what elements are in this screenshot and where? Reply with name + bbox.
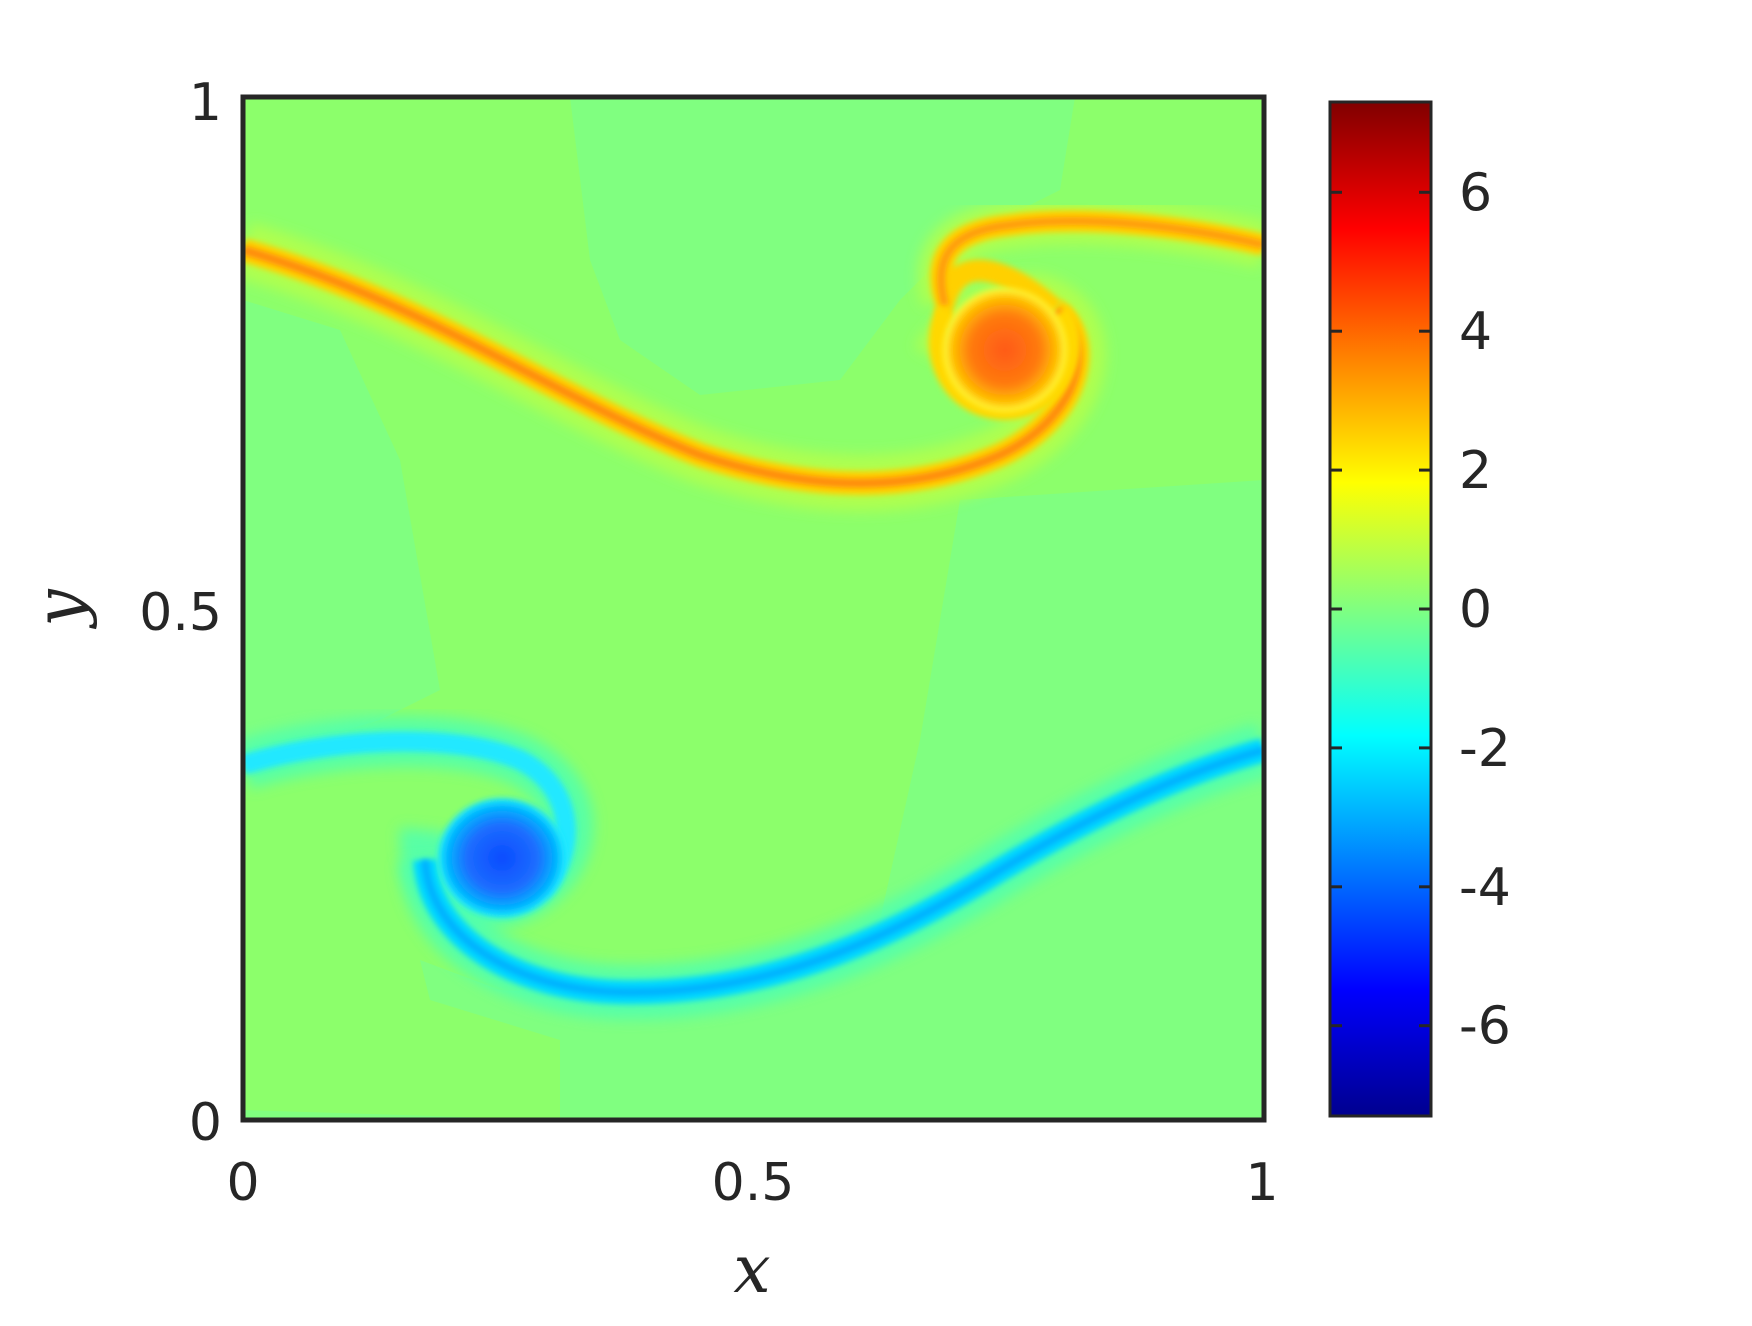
- x-tick-label-2: 1: [1245, 1153, 1278, 1213]
- positive-vortex-core: [943, 288, 1067, 412]
- colorbar: [1328, 100, 1433, 1118]
- colorbar-tick-label-4: -2: [1459, 719, 1511, 779]
- field-region-left: [243, 300, 440, 760]
- heatmap-field: [243, 97, 1264, 1120]
- colorbar-tick-label-0: 6: [1459, 163, 1492, 223]
- upper-shear-layer-center: [243, 245, 1082, 488]
- field-region-upper: [570, 97, 1075, 395]
- x-axis-label: x: [733, 1231, 770, 1308]
- colorbar-tick-label-1: 4: [1459, 302, 1492, 362]
- negative-vortex-core: [438, 798, 566, 918]
- y-tick-label-0: 0: [189, 1093, 222, 1153]
- axes-frame: [240, 94, 1267, 1123]
- y-tick-label-2: 1: [189, 73, 222, 133]
- x-tick-label-1: 0.5: [712, 1153, 795, 1213]
- colorbar-tick-label-5: -4: [1459, 858, 1511, 918]
- colorbar-tick-label-6: -6: [1459, 997, 1511, 1057]
- upper-shear-tail-center: [937, 217, 1264, 307]
- colorbar-tick-label-2: 2: [1459, 441, 1492, 501]
- colorbar-tick-label-3: 0: [1459, 580, 1492, 640]
- lower-shear-layer-center: [421, 746, 1264, 997]
- y-axis-label: y: [21, 589, 98, 630]
- y-tick-label-1: 0.5: [139, 583, 222, 643]
- x-tick-label-0: 0: [226, 1153, 259, 1213]
- colorbar-ticks: 6 4 2 0 -2 -4 -6: [1330, 163, 1511, 1057]
